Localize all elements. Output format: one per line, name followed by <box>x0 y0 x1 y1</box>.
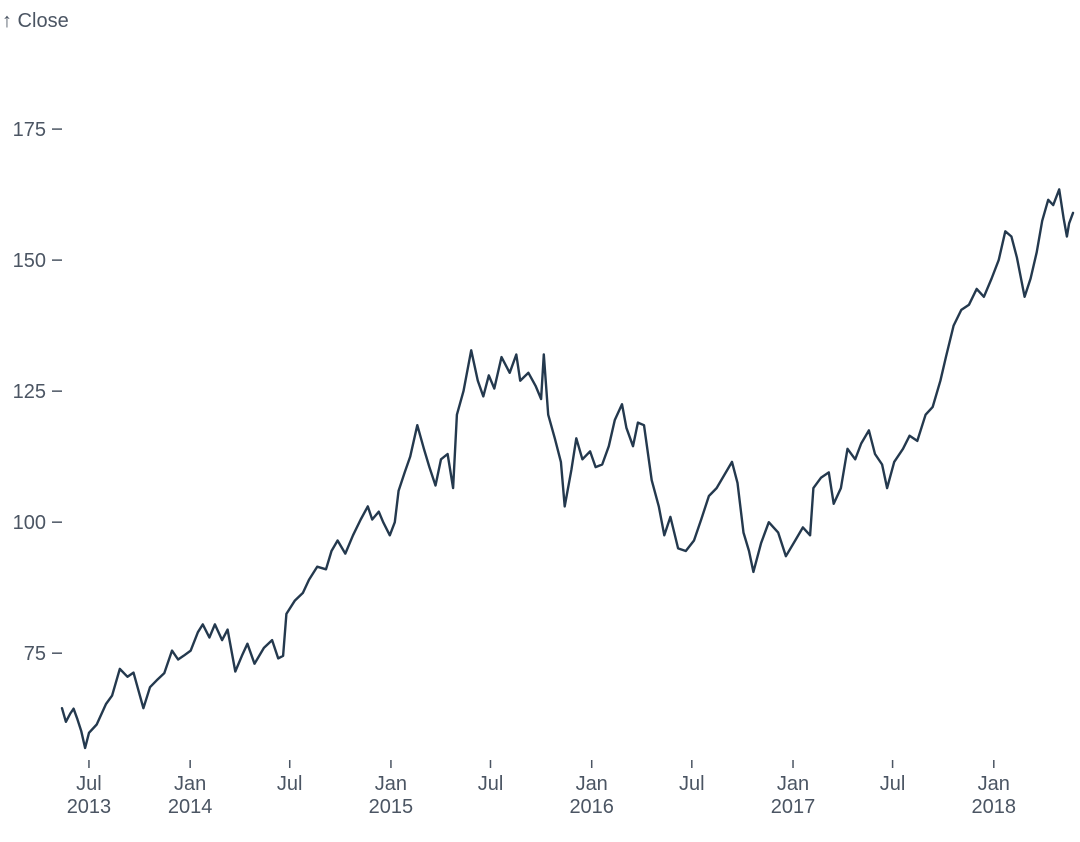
y-tick-label: 175 <box>13 119 46 141</box>
x-tick-year-label: 2018 <box>972 796 1017 818</box>
y-tick-label: 100 <box>13 512 46 534</box>
x-tick-year-label: 2017 <box>771 796 816 818</box>
y-tick-label: 150 <box>13 250 46 272</box>
y-tick-label: 125 <box>13 381 46 403</box>
x-tick-label: Jul <box>277 773 303 795</box>
x-tick-label: Jul <box>679 773 705 795</box>
x-tick-label: Jan <box>375 773 407 795</box>
x-tick-label: Jan <box>174 773 206 795</box>
y-axis: 75 100 125 150 175 <box>13 119 62 665</box>
y-axis-title: ↑ Close <box>2 10 69 32</box>
close-price-series-line <box>60 188 1075 750</box>
x-tick-label: Jan <box>777 773 809 795</box>
x-tick-label: Jul <box>880 773 906 795</box>
x-tick-label: Jan <box>978 773 1010 795</box>
x-tick-year-label: 2013 <box>67 796 112 818</box>
x-tick-label: Jul <box>76 773 102 795</box>
x-tick-year-label: 2015 <box>369 796 414 818</box>
x-tick-label: Jan <box>576 773 608 795</box>
y-tick-label: 75 <box>24 643 46 665</box>
x-tick-year-label: 2014 <box>168 796 213 818</box>
x-tick-year-label: 2016 <box>569 796 614 818</box>
x-tick-label: Jul <box>478 773 504 795</box>
